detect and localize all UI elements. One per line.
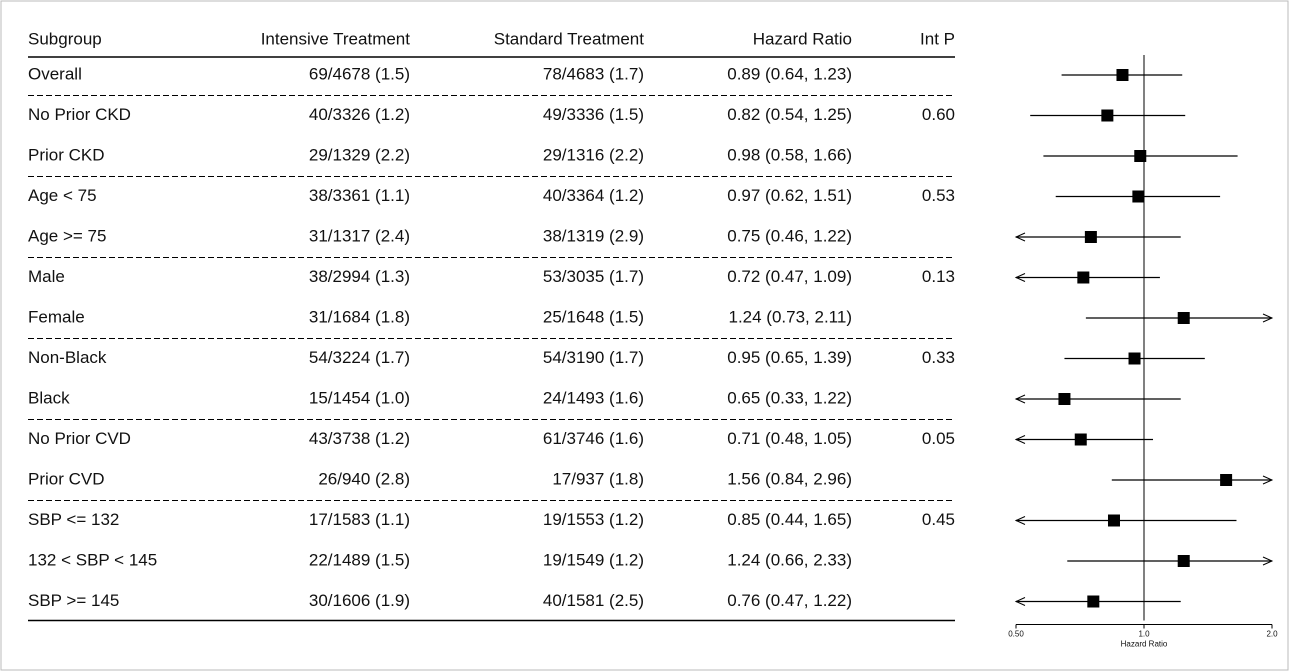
hazard-ratio: 0.97 (0.62, 1.51) <box>727 186 852 205</box>
x-tick-label: 2.0 <box>1266 630 1278 639</box>
intensive: 17/1583 (1.1) <box>309 510 410 529</box>
point-estimate <box>1087 595 1100 608</box>
standard: 61/3746 (1.6) <box>543 429 644 448</box>
subgroup: Overall <box>28 64 82 83</box>
arrow-left <box>1014 435 1026 444</box>
interaction-p: 0.33 <box>922 348 955 367</box>
column-header: Subgroup <box>28 29 102 48</box>
arrow-right <box>1262 475 1274 485</box>
standard: 78/4683 (1.7) <box>543 64 644 83</box>
column-header: Standard Treatment <box>494 29 645 48</box>
interaction-p: 0.45 <box>922 510 955 529</box>
arrow-left <box>1014 597 1026 606</box>
hazard-ratio: 0.71 (0.48, 1.05) <box>727 429 852 448</box>
intensive: 15/1454 (1.0) <box>309 388 410 407</box>
hazard-ratio: 0.65 (0.33, 1.22) <box>727 388 852 407</box>
arrow-left <box>1014 273 1026 282</box>
standard: 29/1316 (2.2) <box>543 145 644 164</box>
point-estimate <box>1177 555 1190 567</box>
arrow-right <box>1262 556 1274 566</box>
standard: 17/937 (1.8) <box>552 469 644 488</box>
interaction-p: 0.05 <box>922 429 955 448</box>
subgroup: SBP >= 145 <box>28 591 119 610</box>
subgroup: 132 < SBP < 145 <box>28 550 157 569</box>
subgroup: Non-Black <box>28 348 107 367</box>
hazard-ratio: 1.56 (0.84, 2.96) <box>727 469 852 488</box>
standard: 24/1493 (1.6) <box>543 388 644 407</box>
hazard-ratio: 1.24 (0.66, 2.33) <box>727 550 852 569</box>
standard: 25/1648 (1.5) <box>543 307 644 326</box>
standard: 40/3364 (1.2) <box>543 186 644 205</box>
point-estimate <box>1074 433 1087 446</box>
arrow-left <box>1014 232 1026 242</box>
point-estimate <box>1128 352 1141 365</box>
arrow-left <box>1014 394 1026 404</box>
point-estimate <box>1058 393 1071 405</box>
standard: 53/3035 (1.7) <box>543 267 644 286</box>
point-estimate <box>1107 514 1120 527</box>
intensive: 22/1489 (1.5) <box>309 550 410 569</box>
intensive: 54/3224 (1.7) <box>309 348 410 367</box>
column-header: Hazard Ratio <box>753 29 852 48</box>
intensive: 69/4678 (1.5) <box>309 64 410 83</box>
subgroup: Black <box>28 388 70 407</box>
standard: 19/1553 (1.2) <box>543 510 644 529</box>
hazard-ratio: 1.24 (0.73, 2.11) <box>729 307 853 326</box>
point-estimate <box>1134 150 1147 162</box>
standard: 38/1319 (2.9) <box>543 226 644 245</box>
standard: 49/3336 (1.5) <box>543 105 644 124</box>
column-header: Int P <box>920 29 955 48</box>
intensive: 29/1329 (2.2) <box>309 145 410 164</box>
hazard-ratio: 0.85 (0.44, 1.65) <box>727 510 852 529</box>
arrow-right <box>1262 313 1274 323</box>
hazard-ratio: 0.82 (0.54, 1.25) <box>727 105 852 124</box>
intensive: 38/3361 (1.1) <box>309 186 410 205</box>
column-header: Intensive Treatment <box>261 29 411 48</box>
interaction-p: 0.13 <box>922 267 955 286</box>
x-axis-label: Hazard Ratio <box>1121 640 1168 649</box>
intensive: 38/2994 (1.3) <box>309 267 410 286</box>
point-estimate <box>1132 190 1145 203</box>
subgroup: SBP <= 132 <box>28 510 119 529</box>
standard: 40/1581 (2.5) <box>543 591 644 610</box>
standard: 54/3190 (1.7) <box>543 348 644 367</box>
intensive: 31/1684 (1.8) <box>309 307 410 326</box>
x-tick-label: 1.0 <box>1138 630 1150 639</box>
x-tick-label: 0.50 <box>1008 630 1024 639</box>
interaction-p: 0.53 <box>922 186 955 205</box>
arrow-left <box>1014 516 1026 525</box>
intensive: 31/1317 (2.4) <box>309 226 410 245</box>
subgroup: Age < 75 <box>28 186 97 205</box>
interaction-p: 0.60 <box>922 105 955 124</box>
hazard-ratio: 0.98 (0.58, 1.66) <box>727 145 852 164</box>
subgroup: Age >= 75 <box>28 226 106 245</box>
point-estimate <box>1177 312 1190 324</box>
point-estimate <box>1220 474 1233 486</box>
hazard-ratio: 0.76 (0.47, 1.22) <box>727 591 852 610</box>
hazard-ratio: 0.75 (0.46, 1.22) <box>727 226 852 245</box>
point-estimate <box>1101 109 1114 122</box>
standard: 19/1549 (1.2) <box>543 550 644 569</box>
hazard-ratio: 0.72 (0.47, 1.09) <box>727 267 852 286</box>
subgroup: No Prior CKD <box>28 105 131 124</box>
intensive: 26/940 (2.8) <box>318 469 410 488</box>
intensive: 30/1606 (1.9) <box>309 591 410 610</box>
hazard-ratio: 0.89 (0.64, 1.23) <box>727 64 852 83</box>
subgroup: Prior CKD <box>28 145 105 164</box>
subgroup: Prior CVD <box>28 469 105 488</box>
point-estimate <box>1116 69 1129 81</box>
intensive: 43/3738 (1.2) <box>309 429 410 448</box>
subgroup: Male <box>28 267 65 286</box>
intensive: 40/3326 (1.2) <box>309 105 410 124</box>
subgroup: No Prior CVD <box>28 429 131 448</box>
point-estimate <box>1077 271 1090 284</box>
point-estimate <box>1084 231 1097 243</box>
hazard-ratio: 0.95 (0.65, 1.39) <box>727 348 852 367</box>
subgroup: Female <box>28 307 85 326</box>
